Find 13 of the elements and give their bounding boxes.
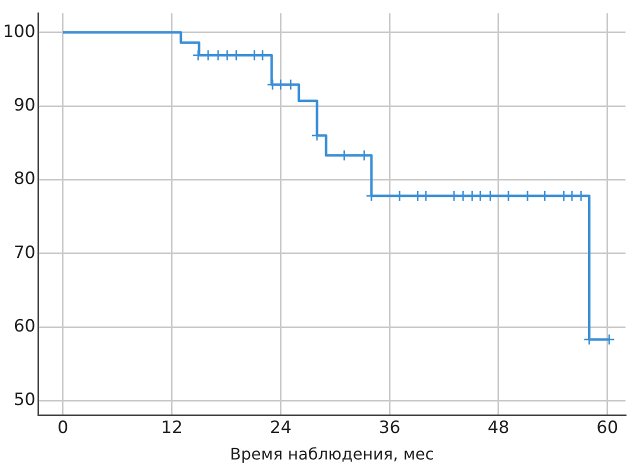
x-tick-label: 0 bbox=[58, 418, 68, 438]
x-tick-label: 36 bbox=[378, 418, 400, 438]
x-tick-label: 60 bbox=[596, 418, 618, 438]
y-tick-label: 60 bbox=[14, 316, 36, 336]
y-tick-label: 90 bbox=[14, 95, 36, 116]
x-tick-label: 48 bbox=[488, 418, 510, 438]
y-tick-label: 80 bbox=[14, 169, 36, 190]
y-tick-label: 50 bbox=[14, 390, 36, 410]
x-tick-label: 12 bbox=[161, 418, 183, 438]
x-tick-label: 24 bbox=[270, 418, 292, 438]
x-axis-title: Время наблюдения, мес bbox=[230, 444, 434, 464]
y-tick-label: 100 bbox=[2, 22, 36, 42]
y-tick-label: 70 bbox=[14, 242, 36, 263]
